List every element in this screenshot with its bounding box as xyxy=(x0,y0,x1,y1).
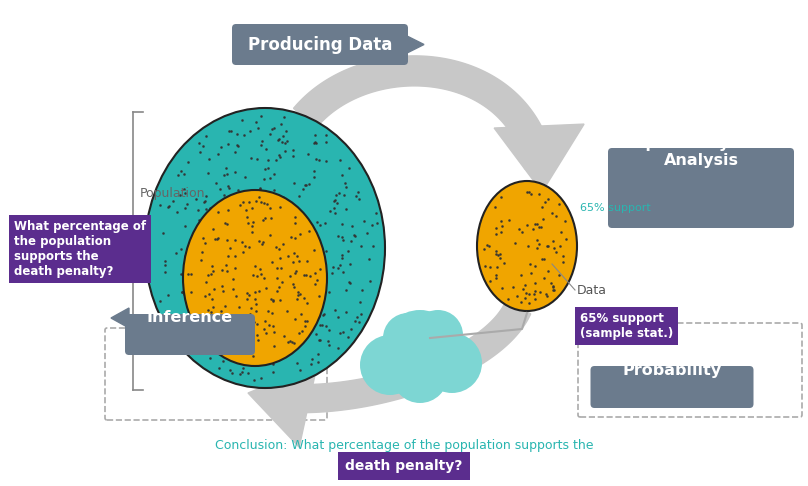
Text: death penalty?: death penalty? xyxy=(345,459,463,473)
Polygon shape xyxy=(494,124,584,192)
Circle shape xyxy=(413,310,463,360)
Text: 65% support: 65% support xyxy=(580,203,650,213)
Circle shape xyxy=(383,313,433,363)
FancyBboxPatch shape xyxy=(608,148,794,228)
Ellipse shape xyxy=(183,190,327,366)
Text: Exploratory Data
Analysis: Exploratory Data Analysis xyxy=(625,136,778,168)
Circle shape xyxy=(382,310,458,386)
Ellipse shape xyxy=(477,181,577,311)
Text: Population: Population xyxy=(140,187,205,199)
Polygon shape xyxy=(293,56,554,169)
Text: Probability: Probability xyxy=(622,363,722,378)
Circle shape xyxy=(392,347,448,403)
Polygon shape xyxy=(111,308,129,328)
Text: Inference: Inference xyxy=(147,311,233,326)
Text: Conclusion: What percentage of the population supports the: Conclusion: What percentage of the popul… xyxy=(215,438,593,451)
Text: Producing Data: Producing Data xyxy=(248,35,392,53)
Circle shape xyxy=(422,333,482,393)
Text: Data: Data xyxy=(577,283,607,296)
Polygon shape xyxy=(265,302,531,413)
FancyBboxPatch shape xyxy=(232,24,408,65)
Text: What percentage of
the population
supports the
death penalty?: What percentage of the population suppor… xyxy=(14,220,146,278)
Ellipse shape xyxy=(145,108,385,388)
FancyBboxPatch shape xyxy=(591,366,754,408)
Circle shape xyxy=(360,335,420,395)
Polygon shape xyxy=(248,365,318,447)
Polygon shape xyxy=(404,35,424,54)
FancyBboxPatch shape xyxy=(125,314,255,355)
Text: 65% support
(sample stat.): 65% support (sample stat.) xyxy=(580,312,673,340)
